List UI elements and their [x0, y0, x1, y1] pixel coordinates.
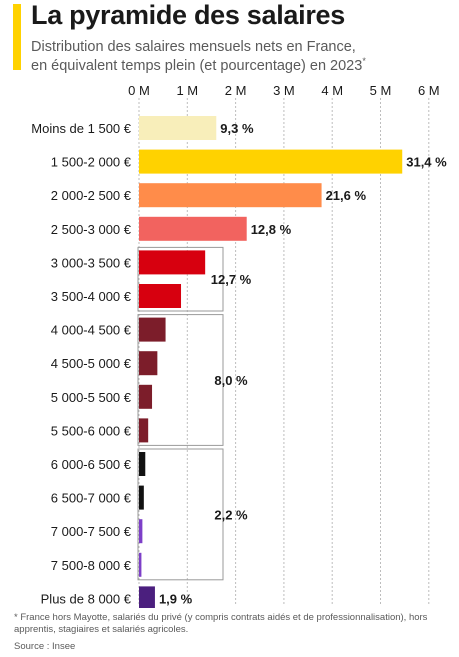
bar — [139, 519, 143, 544]
x-tick-label: 6 M — [418, 83, 440, 98]
category-label: 3 000-3 500 € — [51, 255, 132, 270]
accent-bar — [13, 4, 21, 70]
bar — [139, 216, 247, 241]
bar — [139, 183, 322, 208]
group-bracket — [137, 314, 224, 446]
bar-value-label: 1,9 % — [159, 591, 193, 606]
bar — [139, 586, 155, 608]
x-tick-label: 0 M — [128, 83, 150, 98]
subtitle-line-2: en équivalent temps plein (et pourcentag… — [31, 57, 451, 76]
category-label: Moins de 1 500 € — [31, 121, 132, 136]
category-label: 4 500-5 000 € — [51, 356, 132, 371]
x-tick-label: 1 M — [176, 83, 198, 98]
chart-subtitle: Distribution des salaires mensuels nets … — [31, 38, 451, 76]
bar-value-label: 12,8 % — [251, 222, 292, 237]
category-label: 6 000-6 500 € — [51, 457, 132, 472]
bar — [139, 149, 403, 174]
bar — [139, 485, 144, 510]
category-label: 2 000-2 500 € — [51, 188, 132, 203]
bar — [139, 250, 206, 275]
source-note: Source : Insee — [14, 641, 76, 652]
category-label: 7 500-8 000 € — [51, 558, 132, 573]
category-label: 7 000-7 500 € — [51, 524, 132, 539]
category-label: 3 500-4 000 € — [51, 289, 132, 304]
category-label: 5 000-5 500 € — [51, 390, 132, 405]
x-tick-label: 2 M — [225, 83, 247, 98]
bar-value-label: 21,6 % — [326, 188, 367, 203]
group-share-label: 8,0 % — [214, 373, 248, 388]
bar — [139, 384, 153, 409]
bar — [139, 116, 217, 140]
subtitle-line-2-text: en équivalent temps plein (et pourcentag… — [31, 58, 363, 74]
category-label: 1 500-2 000 € — [51, 155, 132, 170]
bar-value-label: 9,3 % — [220, 121, 254, 136]
salary-bar-chart: 0 M 1 M 2 M 3 M 4 M 5 M 6 M 12,7 % 8,0 % 2,2 % Moi… — [31, 83, 447, 608]
bar — [139, 351, 158, 376]
category-label: 2 500-3 000 € — [51, 222, 132, 237]
bar-value-label: 31,4 % — [406, 155, 447, 170]
category-label: 6 500-7 000 € — [51, 491, 132, 506]
group-share-label: 2,2 % — [214, 507, 248, 522]
group-bracket — [137, 448, 224, 581]
category-label: Plus de 8 000 € — [41, 591, 132, 606]
bar — [139, 284, 182, 308]
category-label: 4 000-4 500 € — [51, 323, 132, 338]
chart-title: La pyramide des salaires — [31, 0, 345, 30]
category-label: 5 500-6 000 € — [51, 423, 132, 438]
footnote: * France hors Mayotte, salariés du privé… — [14, 612, 428, 635]
subtitle-footnote-mark: * — [362, 56, 366, 67]
group-share-label: 12,7 % — [211, 272, 252, 287]
x-tick-label: 3 M — [273, 83, 295, 98]
bar — [139, 452, 146, 476]
bar — [139, 418, 149, 443]
subtitle-line-1: Distribution des salaires mensuels nets … — [31, 39, 356, 55]
x-tick-label: 4 M — [321, 83, 343, 98]
group-bracket — [137, 246, 224, 312]
x-tick-label: 5 M — [370, 83, 392, 98]
bar — [139, 317, 166, 342]
bar — [139, 552, 142, 577]
